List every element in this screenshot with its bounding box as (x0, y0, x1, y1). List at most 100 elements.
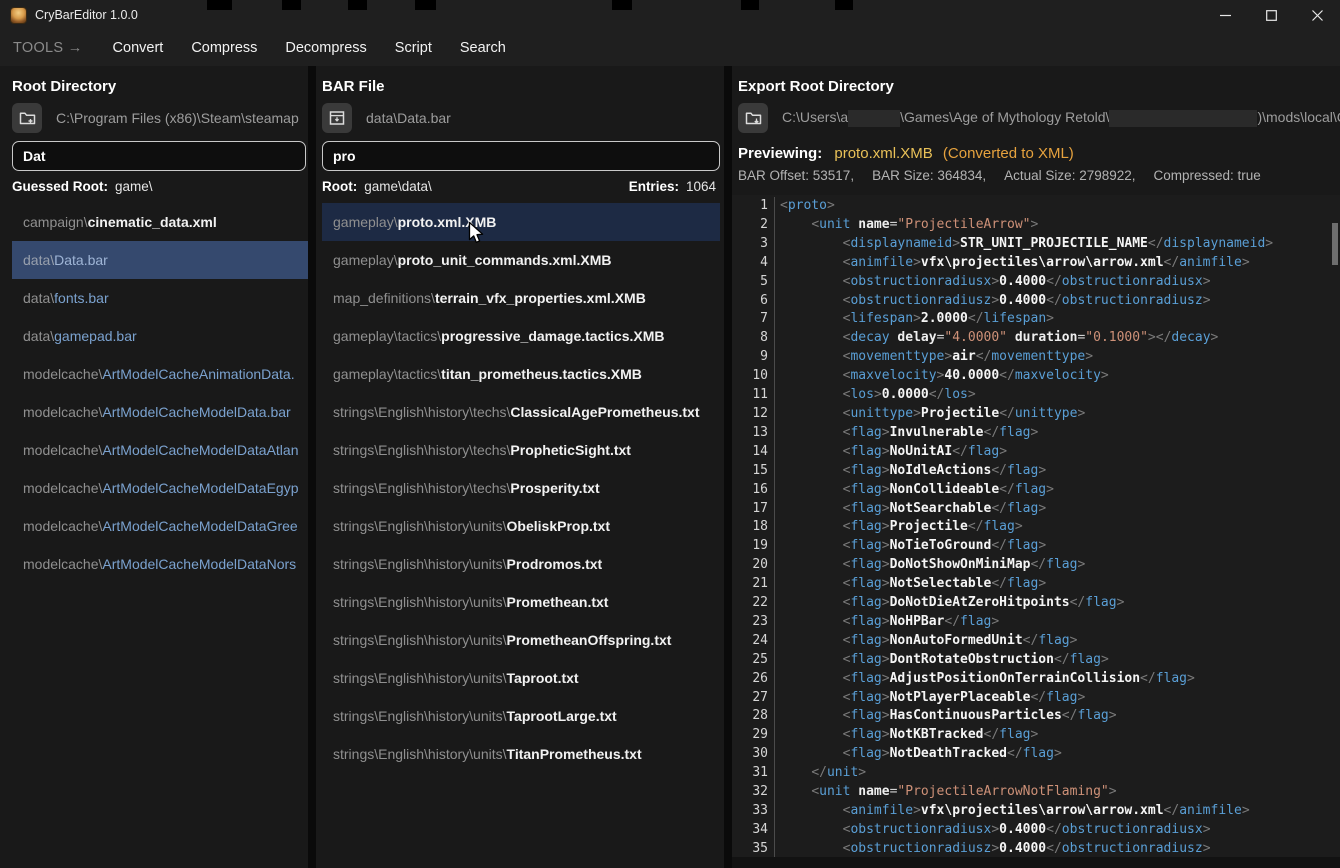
file-row[interactable]: strings\English\history\units\ Promethean… (322, 583, 720, 621)
file-name: TitanPrometheus.txt (506, 746, 642, 762)
file-row[interactable]: strings\English\history\units\ ObeliskPro… (322, 507, 720, 545)
code-line: 34 <obstructionradiusx>0.4000</obstructi… (732, 820, 1340, 840)
file-path-prefix: gameplay\tactics\ (333, 366, 442, 382)
code-line: 12 <unittype>Projectile</unittype> (732, 404, 1340, 424)
file-row[interactable]: modelcache\ ArtModelCacheModelData.bar (12, 393, 308, 431)
entries-value: 1064 (685, 179, 716, 194)
minimize-button[interactable] (1202, 0, 1248, 30)
panel-divider[interactable] (308, 66, 316, 868)
redaction-mark (612, 0, 632, 10)
open-bar-file-button[interactable] (322, 103, 352, 133)
menu-item-compress[interactable]: Compress (191, 40, 258, 56)
file-name: ArtModelCacheAnimationData. (102, 366, 295, 382)
code-lines: 1 <proto> 2 <unit name="ProjectileArrow"> 3… (732, 197, 1340, 859)
file-row[interactable]: map_definitions\ terrain_vfx_properties.x… (322, 279, 720, 317)
line-number: 23 (752, 613, 768, 629)
file-row[interactable]: gameplay\ proto.xml.XMB (322, 203, 720, 241)
file-row[interactable]: strings\English\history\techs\ ClassicalA… (322, 393, 720, 431)
redaction-mark (415, 0, 436, 10)
line-number: 34 (752, 821, 768, 837)
line-number: 25 (752, 651, 768, 667)
stat-item: BAR Offset: 53517, (738, 168, 855, 183)
menu-bar: TOOLS → Convert Compress Decompress Script S… (0, 30, 1340, 66)
code-line: 6 <obstructionradiusz>0.4000</obstructio… (732, 291, 1340, 311)
code-line: 31 </unit> (732, 764, 1340, 784)
panel-divider[interactable] (724, 66, 732, 868)
code-line: 32 <unit name="ProjectileArrowNotFlaming… (732, 783, 1340, 802)
code-line: 3 <displaynameid>STR_UNIT_PROJECTILE_NAM… (732, 234, 1340, 254)
file-row[interactable]: data\ gamepad.bar (12, 317, 308, 355)
file-name: ArtModelCacheModelDataEgyp (102, 480, 299, 496)
file-row[interactable]: modelcache\ ArtModelCacheModelDataGree (12, 507, 308, 545)
app-logo-icon (10, 6, 27, 24)
code-line: 28 <flag>HasContinuousParticles</flag> (732, 707, 1340, 727)
menu-item-script[interactable]: Script (394, 40, 432, 56)
file-row[interactable]: strings\English\history\techs\ PropheticS… (322, 431, 720, 469)
line-number: 2 (760, 216, 768, 232)
line-number: 4 (760, 254, 768, 270)
archive-box-icon (329, 111, 345, 125)
file-name: PropheticSight.txt (510, 442, 631, 458)
stat-item: Actual Size: 2798922, (1004, 168, 1136, 183)
code-line: 27 <flag>NotPlayerPlaceable</flag> (732, 688, 1340, 708)
code-line: 5 <obstructionradiusx>0.4000</obstructio… (732, 272, 1340, 292)
line-number: 16 (752, 481, 768, 497)
menu-item-convert[interactable]: Convert (112, 40, 164, 56)
vertical-scrollbar[interactable] (1332, 223, 1338, 265)
line-number: 3 (760, 235, 768, 251)
file-row[interactable]: data\ fonts.bar (12, 279, 308, 317)
file-row[interactable]: strings\English\history\units\ TitanProme… (322, 735, 720, 773)
file-row[interactable]: data\ Data.bar (12, 241, 308, 279)
code-line: 29 <flag>NotKBTracked</flag> (732, 726, 1340, 746)
file-path-prefix: modelcache\ (23, 518, 103, 534)
line-number: 5 (760, 273, 768, 289)
code-line: 9 <movementtype>air</movementtype> (732, 348, 1340, 368)
file-row[interactable]: strings\English\history\units\ Prodromos.… (322, 545, 720, 583)
bar-root-value: game\data\ (364, 179, 432, 194)
file-path-prefix: modelcache\ (23, 556, 103, 572)
select-export-directory-button[interactable] (738, 103, 768, 133)
file-row[interactable]: strings\English\history\units\ Promethean… (322, 621, 720, 659)
select-root-directory-button[interactable] (12, 103, 42, 133)
root-panel-title: Root Directory (12, 78, 117, 95)
file-row[interactable]: modelcache\ ArtModelCacheModelDataAtlan (12, 431, 308, 469)
bar-file-panel: BAR File data\Data.bar Root: game\data\ … (316, 66, 724, 868)
code-line: 8 <decay delay="4.0000" duration="0.1000… (732, 329, 1340, 349)
close-button[interactable] (1294, 0, 1340, 30)
file-row[interactable]: strings\English\history\units\ Taproot.tx… (322, 659, 720, 697)
file-row[interactable]: gameplay\tactics\ progressive_damage.tact… (322, 317, 720, 355)
main-area: Root Directory C:\Program Files (x86)\St… (0, 66, 1340, 868)
code-line: 26 <flag>AdjustPositionOnTerrainCollisio… (732, 669, 1340, 689)
line-number: 6 (760, 292, 768, 308)
file-name: terrain_vfx_properties.xml.XMB (434, 290, 646, 306)
file-name: ArtModelCacheModelDataAtlan (102, 442, 299, 458)
path-segment: \Games\Age of Mythology Retold\ (900, 109, 1110, 126)
root-file-list: campaign\ cinematic_data.xml data\ Data.bar… (12, 203, 308, 583)
file-row[interactable]: gameplay\ proto_unit_commands.xml.XMB (322, 241, 720, 279)
file-row[interactable]: modelcache\ ArtModelCacheModelDataNors (12, 545, 308, 583)
previewing-line: Previewing: proto.xml.XMB (Converted to … (738, 145, 1340, 162)
file-row[interactable]: strings\English\history\units\ TaprootLar… (322, 697, 720, 735)
file-row[interactable]: campaign\ cinematic_data.xml (12, 203, 308, 241)
file-row[interactable]: gameplay\tactics\ titan_prometheus.tactic… (322, 355, 720, 393)
folder-download-icon (745, 112, 761, 125)
line-number: 22 (752, 595, 768, 611)
bar-search-input[interactable] (322, 141, 720, 171)
line-number: 13 (752, 424, 768, 440)
guessed-root-label: Guessed Root: (12, 179, 109, 194)
menu-item-decompress[interactable]: Decompress (285, 40, 367, 56)
file-path-prefix: data\ (23, 290, 55, 306)
file-row[interactable]: strings\English\history\techs\ Prosperity… (322, 469, 720, 507)
file-path-prefix: strings\English\history\techs\ (333, 442, 511, 458)
horizontal-scrollbar[interactable] (732, 857, 1340, 868)
root-search-input[interactable] (12, 141, 306, 171)
bar-entry-list: gameplay\ proto.xml.XMB gameplay\ proto_uni… (322, 203, 720, 773)
maximize-button[interactable] (1248, 0, 1294, 30)
title-bar: CryBarEditor 1.0.0 (0, 0, 1340, 30)
file-row[interactable]: modelcache\ ArtModelCacheAnimationData. (12, 355, 308, 393)
menu-item-search[interactable]: Search (459, 40, 506, 56)
file-path-prefix: campaign\ (23, 214, 88, 230)
xml-preview-editor[interactable]: 1 <proto> 2 <unit name="ProjectileArrow"> 3… (732, 195, 1340, 868)
file-row[interactable]: modelcache\ ArtModelCacheModelDataEgyp (12, 469, 308, 507)
